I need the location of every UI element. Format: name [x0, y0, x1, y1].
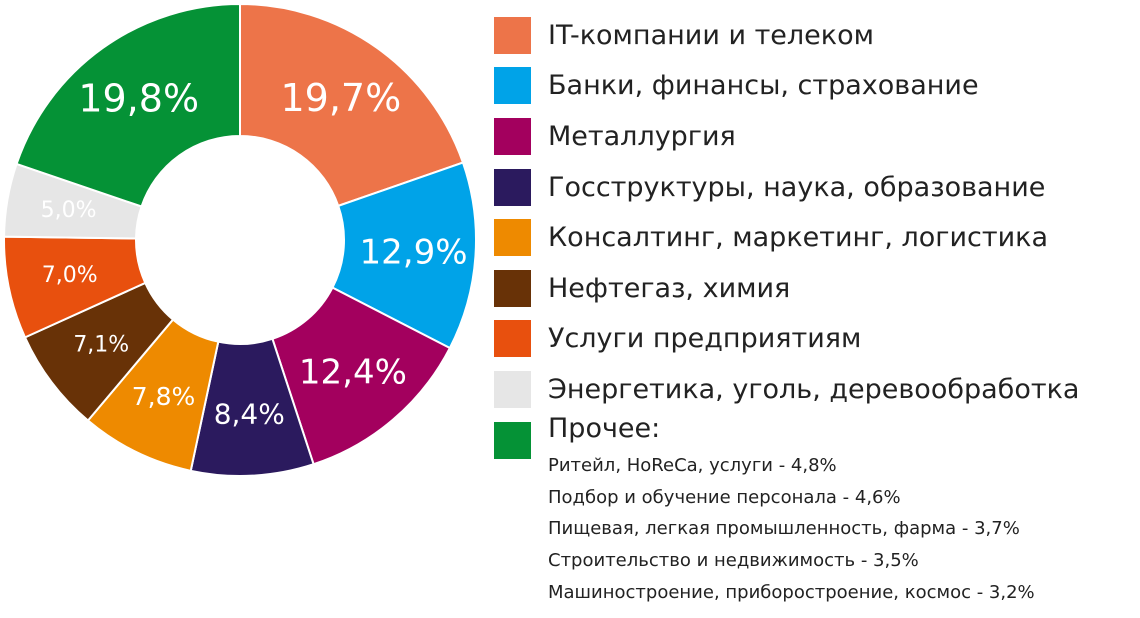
legend-label: Банки, финансы, страхование	[548, 70, 979, 102]
legend-item: Металлургия	[494, 111, 1134, 162]
other-section: Прочее: Ритейл, HoReCa, услуги - 4,8% Под…	[548, 413, 1138, 608]
donut-slice	[271, 286, 452, 466]
donut-slice	[331, 161, 477, 350]
other-list: Ритейл, HoReCa, услуги - 4,8% Подбор и об…	[548, 450, 1138, 608]
other-title: Прочее:	[548, 413, 661, 444]
legend-label: Услуги предприятиям	[548, 323, 862, 355]
slice-value-label: 5,0%	[41, 198, 97, 223]
legend-label: Госструктуры, наука, образование	[548, 171, 1046, 203]
legend-swatch	[494, 117, 531, 155]
legend-swatch	[494, 16, 531, 54]
legend-label: Нефтегаз, химия	[548, 272, 791, 304]
slice-value-label: 7,1%	[73, 333, 129, 358]
other-item: Ритейл, HoReCa, услуги - 4,8%	[548, 455, 837, 476]
other-item: Подбор и обучение персонала - 4,6%	[548, 486, 901, 508]
slice-value-label: 7,8%	[132, 382, 196, 411]
legend-label: Энергетика, уголь, деревообработка	[548, 373, 1080, 405]
legend-swatch	[494, 421, 531, 459]
donut-slice	[15, 2, 241, 208]
legend-item: Консалтинг, маркетинг, логистика	[494, 212, 1134, 263]
slice-value-label: 12,4%	[299, 352, 407, 392]
chart-legend: IT-компании и телеком Банки, финансы, стр…	[494, 10, 1134, 465]
legend-item: Энергетика, уголь, деревообработка	[494, 364, 1134, 415]
legend-label: Металлургия	[548, 120, 736, 152]
legend-item: Госструктуры, наука, образование	[494, 162, 1134, 213]
legend-swatch	[494, 219, 531, 257]
legend-swatch	[494, 269, 531, 307]
legend-label: IT-компании и телеком	[548, 19, 874, 51]
slice-value-label: 7,0%	[42, 263, 98, 288]
legend-item: Услуги предприятиям	[494, 314, 1134, 365]
legend-swatch	[494, 370, 531, 408]
slice-value-label: 19,7%	[280, 76, 401, 120]
legend-swatch	[494, 67, 531, 105]
legend-swatch	[494, 168, 531, 206]
legend-swatch	[494, 320, 531, 358]
other-item: Машиностроение, приборостроение, космос …	[548, 581, 1035, 603]
legend-item: Нефтегаз, химия	[494, 263, 1134, 314]
donut-slice	[239, 2, 465, 208]
donut-chart: 19,7% 12,9% 12,4% 8,4% 7,8%7,1% 7,0% 5,0% 19,8%	[3, 2, 477, 477]
legend-item: Банки, финансы, страхование	[494, 61, 1134, 112]
legend-item	[494, 415, 1134, 466]
slice-value-label: 12,9%	[360, 232, 468, 272]
legend-item: IT-компании и телеком	[494, 10, 1134, 61]
slice-value-label: 19,8%	[78, 77, 199, 121]
slice-value-label: 8,4%	[214, 397, 285, 430]
other-item: Строительство и недвижимость - 3,5%	[548, 550, 919, 572]
legend-label: Консалтинг, маркетинг, логистика	[548, 222, 1049, 254]
other-item: Пищевая, легкая промышленность, фарма - …	[548, 518, 1020, 540]
